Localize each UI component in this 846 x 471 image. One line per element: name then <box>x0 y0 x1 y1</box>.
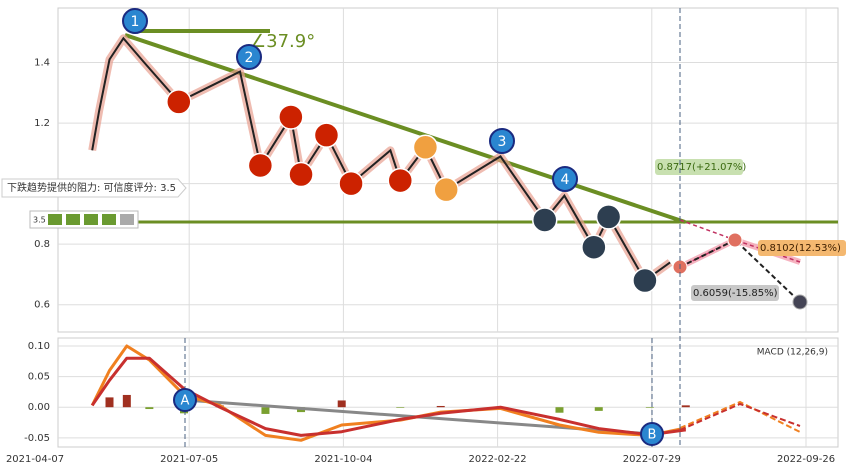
swing-marker <box>338 170 364 197</box>
x-tick-label: 2022-02-22 <box>469 454 527 465</box>
forecast-label-box <box>758 240 846 256</box>
x-tick-label: 2021-04-07 <box>6 454 64 465</box>
y-tick-label: 1.4 <box>34 58 50 69</box>
y-tick-label: 0.6 <box>34 300 50 311</box>
wave-marker-label: 2 <box>245 50 254 66</box>
wave-marker <box>236 44 262 70</box>
y-tick-label: -0.05 <box>24 433 50 444</box>
histogram-bar <box>681 405 690 408</box>
wave-marker <box>122 8 148 34</box>
angle-label: ∠37.9° <box>250 31 315 52</box>
macd-forecast <box>679 402 801 431</box>
forecast-label: 0.6059(-15.85%) <box>693 288 778 299</box>
macd-forecast <box>679 400 801 433</box>
histogram-bar <box>145 407 154 410</box>
score-icon <box>120 214 134 225</box>
wave-marker-label: 1 <box>131 14 140 30</box>
swing-marker <box>595 204 622 230</box>
histogram-bar <box>555 407 564 413</box>
y-tick-label: 0.10 <box>28 341 50 352</box>
price-line <box>91 36 671 282</box>
divergence-marker-label: A <box>181 394 190 409</box>
score-icon <box>84 214 98 225</box>
divergence-marker-label: B <box>648 428 657 443</box>
histogram-bar <box>436 405 445 408</box>
swing-marker <box>387 167 414 194</box>
forecast-point <box>792 294 808 310</box>
swing-marker <box>166 89 192 115</box>
histogram-bar <box>396 407 405 408</box>
score-icon <box>66 214 80 225</box>
swing-marker <box>412 134 439 161</box>
forecast-mid <box>679 219 736 241</box>
divergence-marker <box>640 422 664 446</box>
swing-marker <box>581 234 607 260</box>
histogram-bar <box>261 407 270 414</box>
wave-marker <box>489 128 515 154</box>
wave-marker <box>552 166 578 192</box>
divergence-marker <box>173 388 197 412</box>
price-panel <box>57 7 839 333</box>
wave-marker-label: 4 <box>561 172 570 188</box>
swing-marker <box>288 161 314 188</box>
score-icon <box>48 214 62 225</box>
swing-marker <box>531 207 558 233</box>
macd-panel <box>57 337 839 448</box>
forecast-point <box>727 232 743 248</box>
x-tick-label: 2022-07-29 <box>623 454 681 465</box>
x-tick-label: 2022-09-26 <box>777 454 835 465</box>
forecast-down <box>679 238 801 303</box>
swing-marker <box>433 176 459 203</box>
forecast-label: 0.8717(+21.07%) <box>657 162 746 173</box>
y-tick-label: 0.00 <box>28 402 50 413</box>
swing-marker <box>278 104 304 130</box>
y-tick-label: 0.8 <box>34 239 50 250</box>
histogram-bar <box>122 394 131 408</box>
macd-title: MACD (12,26,9) <box>757 348 828 358</box>
resistance-box <box>1 178 187 198</box>
forecast-label-box <box>655 159 743 175</box>
y-tick-label: 0.05 <box>28 372 50 383</box>
wave-marker-label: 3 <box>498 134 507 150</box>
x-tick-label: 2021-07-05 <box>160 454 218 465</box>
histogram-bar <box>594 407 603 411</box>
forecast-label-box <box>691 285 779 301</box>
histogram-bar <box>645 407 654 408</box>
trend-line <box>124 33 686 224</box>
score-label: 3.5 <box>33 216 46 225</box>
x-tick-label: 2021-10-04 <box>314 454 372 465</box>
resistance-label: 下跌趋势提供的阻力: 可信度评分: 3.5 <box>7 181 176 194</box>
y-tick-label: 1.2 <box>34 118 50 129</box>
macd-line <box>90 356 687 437</box>
histogram-bar <box>105 397 114 408</box>
histogram-bar <box>337 400 346 408</box>
forecast-label: 0.8102(12.53%) <box>760 243 841 254</box>
swing-marker <box>247 152 274 179</box>
swing-marker <box>313 122 340 148</box>
swing-marker <box>632 267 658 294</box>
score-icon <box>102 214 116 225</box>
